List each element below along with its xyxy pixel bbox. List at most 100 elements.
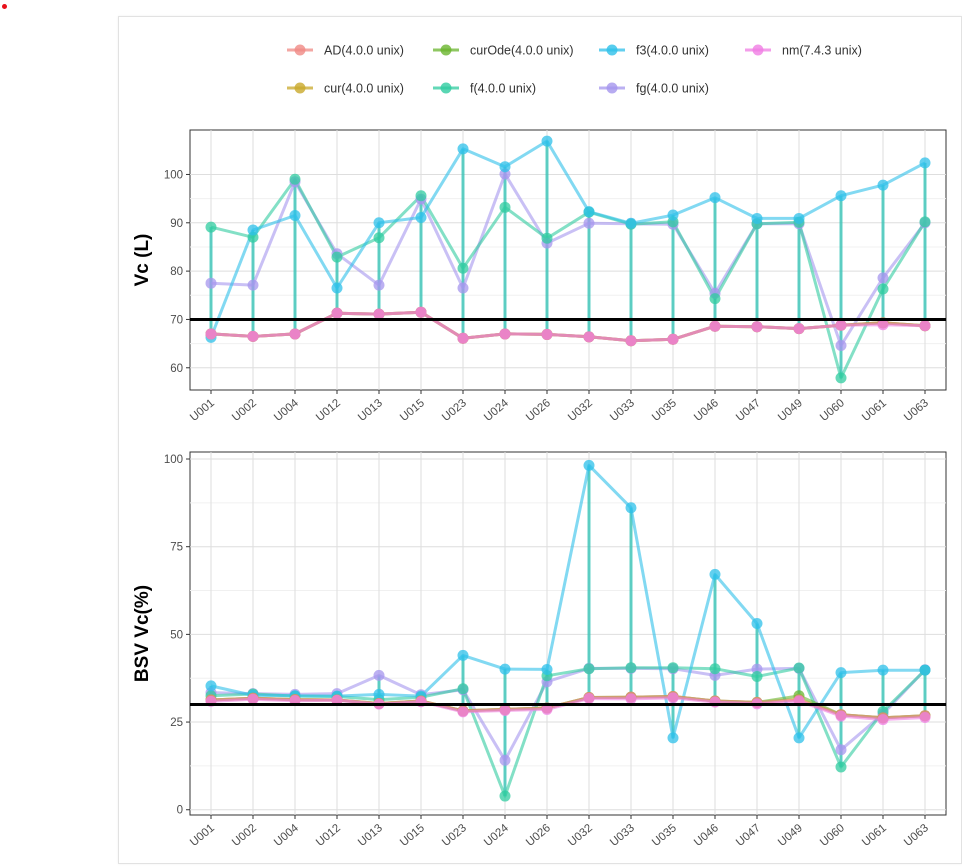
data-point	[457, 683, 469, 695]
data-point	[835, 190, 847, 202]
data-point	[499, 663, 511, 675]
legend-item: fg(4.0.0 unix)	[599, 82, 709, 96]
x-tick-label: U060	[818, 822, 847, 849]
data-point	[583, 459, 595, 471]
x-tick-label: U015	[398, 822, 427, 849]
legend: AD(4.0.0 unix) curOde(4.0.0 unix) f3(4.0.0…	[287, 44, 862, 96]
x-tick-label: U013	[356, 822, 385, 849]
data-point	[625, 217, 637, 229]
data-point	[835, 710, 847, 722]
data-point	[415, 190, 427, 202]
legend-key-point	[440, 44, 452, 56]
data-point	[877, 714, 889, 726]
data-point	[709, 568, 721, 580]
legend-label: curOde(4.0.0 unix)	[470, 44, 574, 58]
data-point	[499, 328, 511, 340]
x-tick-label: U060	[818, 397, 847, 424]
x-tick-label: U046	[692, 397, 721, 424]
data-point	[793, 732, 805, 744]
data-point	[289, 173, 301, 185]
data-point	[751, 321, 763, 333]
data-point	[457, 262, 469, 274]
x-tick-label: U023	[440, 397, 469, 424]
series-line	[210, 463, 925, 740]
data-point	[373, 279, 385, 291]
y-tick-label: 60	[170, 363, 183, 375]
panel-bsv-vc: 0 25 50 75 100 U001 U002 U004 U012 U013 U015 U023 U0…	[132, 451, 947, 849]
data-point	[667, 209, 679, 221]
legend-item: nm(7.4.3 unix)	[745, 44, 862, 58]
legend-key-point	[606, 44, 618, 56]
data-point	[709, 293, 721, 305]
data-point	[835, 372, 847, 384]
legend-key-point	[294, 44, 306, 56]
data-point	[709, 192, 721, 204]
y-tick-label: 25	[170, 717, 183, 729]
data-point	[289, 210, 301, 222]
x-tick-label: U033	[608, 822, 637, 849]
data-point	[205, 680, 217, 692]
data-point	[583, 331, 595, 343]
red-dot-marker	[2, 4, 7, 9]
data-point	[541, 135, 553, 147]
data-point	[919, 320, 931, 332]
x-tick-label: U001	[188, 397, 217, 424]
data-point	[835, 340, 847, 352]
data-point	[835, 744, 847, 756]
panel-background	[189, 451, 947, 816]
legend-item: f(4.0.0 unix)	[433, 82, 536, 96]
legend-label: f(4.0.0 unix)	[470, 82, 536, 96]
series-line	[210, 177, 927, 380]
legend-label: fg(4.0.0 unix)	[636, 82, 709, 96]
data-point	[457, 143, 469, 155]
data-point	[499, 704, 511, 716]
x-tick-label: U012	[314, 822, 343, 849]
data-point	[247, 224, 259, 236]
data-point	[667, 333, 679, 345]
x-tick-label: U047	[734, 822, 763, 849]
data-point	[667, 692, 679, 704]
data-point	[457, 649, 469, 661]
x-tick-label: U049	[776, 397, 805, 424]
data-point	[541, 232, 553, 244]
data-point	[751, 670, 763, 682]
data-point	[919, 711, 931, 723]
data-point	[373, 232, 385, 244]
y-tick-label: 90	[170, 218, 183, 230]
series-line	[209, 139, 926, 338]
series-line	[210, 310, 926, 343]
data-point	[751, 212, 763, 224]
legend-key-point	[294, 82, 306, 94]
y-tick-label: 50	[170, 629, 183, 641]
y-tick-label: 75	[170, 542, 183, 554]
data-point	[499, 754, 511, 766]
legend-key-point	[606, 82, 618, 94]
y-tick-label: 80	[170, 266, 183, 278]
data-point	[205, 277, 217, 289]
data-point	[625, 335, 637, 347]
x-tick-label: U046	[692, 822, 721, 849]
x-tick-label: U032	[566, 397, 595, 424]
x-tick-label: U012	[314, 397, 343, 424]
data-point	[541, 328, 553, 340]
data-point	[877, 664, 889, 676]
data-point	[835, 667, 847, 679]
panel-vc: 60 70 80 90 100 U001 U002 U004 U012 U013 U015 U023 U…	[132, 129, 947, 424]
x-tick-label: U024	[482, 397, 511, 424]
data-point	[583, 663, 595, 675]
legend-label: f3(4.0.0 unix)	[636, 44, 709, 58]
data-point	[751, 618, 763, 630]
data-point	[499, 790, 511, 802]
panel-background	[189, 129, 947, 391]
y-axis-title: Vc (L)	[132, 234, 153, 287]
x-tick-label: U013	[356, 397, 385, 424]
data-point	[709, 320, 721, 332]
legend-item: cur(4.0.0 unix)	[287, 82, 404, 96]
legend-label: nm(7.4.3 unix)	[782, 44, 862, 58]
data-point	[835, 319, 847, 331]
x-tick-label: U033	[608, 397, 637, 424]
y-axis-title: BSV Vc(%)	[132, 585, 153, 682]
data-point	[373, 669, 385, 681]
x-tick-label: U024	[482, 822, 511, 849]
x-tick-label: U063	[902, 397, 931, 424]
